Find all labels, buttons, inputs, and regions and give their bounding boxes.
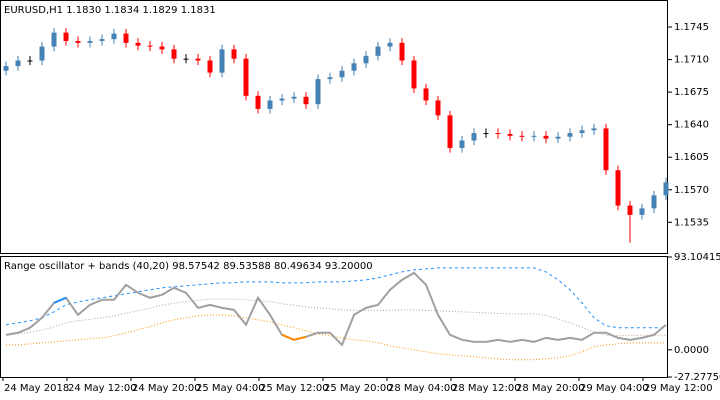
- candle-body: [555, 136, 561, 139]
- candle-body: [615, 170, 621, 206]
- oscillator-line: [5, 271, 667, 347]
- candle-body: [207, 60, 213, 73]
- candle-body: [399, 42, 405, 61]
- price-panel: [0, 0, 668, 254]
- x-tick-label: 28 May 20:00: [516, 383, 585, 394]
- x-tick-label: 24 May 12:00: [68, 383, 137, 394]
- candle-body: [603, 128, 609, 171]
- candle-body: [639, 208, 645, 215]
- candle-body: [519, 135, 525, 137]
- candle-body: [327, 77, 333, 80]
- oscillator-highlight: [293, 335, 307, 341]
- y-tick-label: 1.1570: [674, 185, 709, 196]
- candle-body: [15, 60, 21, 67]
- x-tick-label: 24 May 20:00: [132, 383, 201, 394]
- candle-body: [663, 182, 669, 196]
- candle-body: [303, 96, 309, 105]
- candle-body: [147, 45, 153, 47]
- y-tick-label: -27.27750: [674, 372, 720, 383]
- x-tick-label: 25 May 20:00: [324, 383, 393, 394]
- candle-body: [567, 133, 573, 137]
- candle-body: [351, 63, 357, 71]
- candle-body: [159, 46, 165, 50]
- candle-body: [3, 66, 9, 71]
- candle-body: [387, 42, 393, 47]
- candle-body: [279, 98, 285, 101]
- oscillator-highlight: [53, 296, 67, 304]
- y-tick-label: 1.1710: [674, 55, 709, 66]
- oscillator-highlight: [281, 333, 295, 341]
- candle-body: [171, 49, 177, 59]
- candle-body: [435, 100, 441, 116]
- candle-body: [255, 95, 261, 109]
- candle-body: [339, 70, 345, 78]
- candle-body: [39, 46, 45, 61]
- x-tick-label: 28 May 04:00: [388, 383, 457, 394]
- candle-body: [291, 96, 297, 99]
- y-tick-label: 1.1640: [674, 120, 709, 131]
- oscillator-panel: [0, 256, 668, 378]
- candle-body: [75, 40, 81, 43]
- candle-body: [267, 100, 273, 109]
- x-tick-label: 28 May 12:00: [452, 383, 521, 394]
- candle-body: [315, 79, 321, 105]
- oscillator-line: [5, 267, 666, 329]
- candle-body: [231, 49, 237, 59]
- candle-body: [51, 32, 57, 47]
- y-tick-label: 93.10415: [674, 252, 720, 263]
- y-tick-label: 1.1535: [674, 217, 709, 228]
- y-tick-label: 1.1745: [674, 22, 709, 33]
- x-tick-label: 29 May 12:00: [644, 383, 713, 394]
- candle-body: [423, 88, 429, 101]
- candle-body: [123, 33, 129, 43]
- y-tick-label: 1.1675: [674, 87, 709, 98]
- candle-body: [87, 40, 93, 43]
- candle-body: [363, 55, 369, 64]
- candle-body: [651, 195, 657, 209]
- candle-body: [195, 58, 201, 61]
- candle-body: [483, 133, 489, 135]
- candle-body: [99, 39, 105, 41]
- candle-body: [459, 140, 465, 148]
- y-tick-label: 0.0000: [674, 345, 709, 356]
- candle-body: [219, 49, 225, 73]
- x-tick-label: 25 May 04:00: [196, 383, 265, 394]
- oscillator-title: Range oscillator + bands (40,20) 98.5754…: [4, 261, 373, 272]
- candle-body: [183, 58, 189, 60]
- x-tick-label: 24 May 2018: [4, 383, 69, 394]
- candle-body: [627, 205, 633, 215]
- candle-body: [135, 42, 141, 46]
- candle-body: [531, 135, 537, 137]
- candle-body: [411, 60, 417, 89]
- candle-body: [27, 60, 33, 62]
- candle-body: [507, 133, 513, 136]
- candle-body: [243, 58, 249, 96]
- candle-body: [471, 133, 477, 141]
- candle-body: [495, 133, 501, 135]
- candle-body: [111, 33, 117, 40]
- x-tick-label: 25 May 12:00: [260, 383, 329, 394]
- x-tick-label: 29 May 04:00: [580, 383, 649, 394]
- candle-body: [63, 32, 69, 41]
- candle-body: [579, 130, 585, 134]
- candle-body: [447, 115, 453, 148]
- candle-body: [591, 128, 597, 131]
- y-tick-label: 1.1605: [674, 152, 709, 163]
- candle-body: [543, 135, 549, 139]
- candle-body: [375, 46, 381, 56]
- price-title: EURUSD,H1 1.1830 1.1834 1.1829 1.1831: [4, 5, 216, 16]
